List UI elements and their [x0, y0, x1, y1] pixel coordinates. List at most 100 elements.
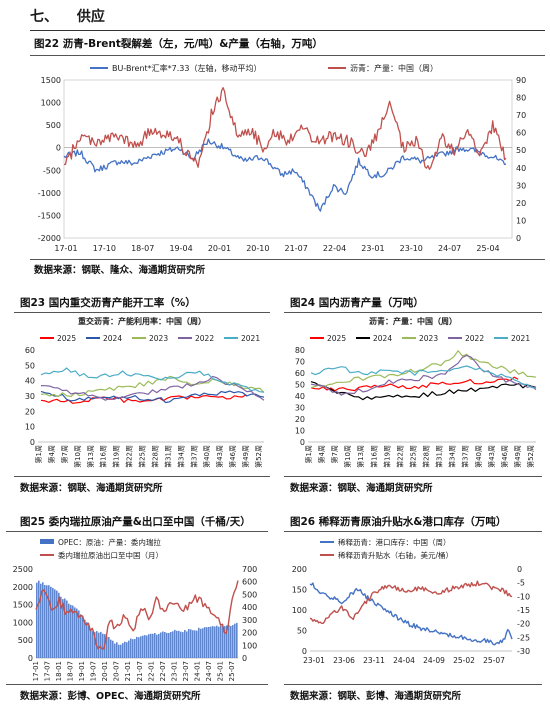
opec-production-bar — [80, 614, 82, 658]
figure-22-source: 数据来源：钢联、隆众、海通期货研究所 — [34, 265, 206, 276]
figure-22-chart: 150010005000-500-1000-1500-2000908070605… — [38, 63, 526, 253]
fig23-x-axis-tick-label: 第19周 — [112, 445, 121, 468]
fig24-legend-2021: 2021 — [511, 334, 530, 343]
series-port-inventory-line — [309, 582, 513, 646]
fig23-x-axis-tick-label: 第49周 — [241, 445, 250, 468]
fig22-right-axis-tick-label: 80 — [516, 94, 526, 103]
opec-production-bar — [36, 582, 38, 658]
figure-25-title: 图25 委内瑞拉原油产量&出口至中国（千桶/天） — [20, 516, 251, 528]
opec-production-bar — [124, 641, 126, 658]
opec-production-bar — [126, 642, 128, 658]
opec-production-bar — [162, 631, 164, 658]
fig22-right-axis-tick-label: 90 — [516, 76, 526, 85]
opec-production-bar — [184, 630, 186, 658]
fig23-x-axis-tick-label: 第52周 — [254, 445, 263, 468]
plot-frame — [63, 79, 513, 239]
fig23-y-axis-tick-label: 0 — [30, 438, 35, 447]
opec-production-bar — [214, 626, 216, 658]
opec-production-bar — [102, 633, 104, 658]
figure-22-top-rule — [30, 55, 545, 56]
section-heading: 七、 供应 — [30, 6, 105, 26]
legend-port-inventory: 稀释沥青：港口库存：中国（周） — [338, 537, 451, 547]
opec-production-bar — [210, 626, 212, 658]
opec-production-bar — [200, 628, 202, 658]
fig23-legend-2021: 2021 — [241, 334, 260, 343]
fig26-x-axis-tick-label: 25-07 — [483, 656, 505, 665]
opec-production-bar — [216, 625, 218, 658]
series-bu-brent-line — [63, 138, 507, 212]
figure-23-source: 数据来源：钢联、海通期货研究所 — [20, 483, 163, 494]
opec-production-bar — [90, 629, 92, 658]
fig23-series-2024-line — [40, 390, 265, 404]
fig24-x-axis-tick-label: 第10周 — [343, 445, 352, 468]
fig24-x-axis-tick-label: 第31周 — [435, 445, 444, 468]
figure-25-top-rule — [6, 531, 268, 532]
series-premium-line — [309, 580, 513, 625]
fig25-left-axis-tick-label: 500 — [18, 636, 33, 645]
figure-24-bottom-rule — [284, 476, 542, 477]
fig25-left-axis-tick-label: 2000 — [13, 583, 33, 592]
figure-24-top-rule — [284, 312, 542, 313]
fig22-right-axis-tick-label: 10 — [516, 216, 526, 225]
fig22-left-axis-tick-label: 500 — [46, 121, 61, 130]
fig22-x-axis-tick-label: 21-07 — [285, 244, 308, 253]
fig24-y-axis-tick-label: 0 — [300, 438, 305, 447]
fig26-right-axis-tick-label: -5 — [517, 579, 525, 588]
fig25-x-axis-tick-label: 18-07 — [67, 661, 75, 681]
fig22-left-axis-tick-label: 0 — [56, 144, 61, 153]
fig25-x-axis-tick-label: 23-01 — [170, 661, 178, 681]
figure-25-chart: OPEC：原油：产量：委内瑞拉委内瑞拉原油出口至中国（月）25002000150… — [13, 537, 258, 681]
opec-production-bar — [98, 632, 100, 658]
opec-production-bar — [172, 631, 174, 658]
fig23-x-axis-tick-label: 第43周 — [215, 445, 224, 468]
opec-production-bar — [224, 626, 226, 658]
fig24-x-axis-tick-label: 第4周 — [317, 445, 326, 463]
opec-production-bar — [76, 608, 78, 658]
fig26-left-axis-tick-label: 150 — [292, 586, 307, 595]
fig22-right-axis-tick-label: 50 — [516, 146, 526, 155]
section-title: 供应 — [76, 9, 105, 25]
fig23-legend-2023: 2023 — [149, 334, 168, 343]
fig23-x-axis-tick-label: 第22周 — [125, 445, 134, 468]
fig23-x-axis-tick-label: 第4周 — [47, 445, 56, 463]
fig25-right-axis-tick-label: 0 — [242, 654, 247, 663]
figure-24-chart: 沥青：产量：中国（周） 2025 2024 2023 2022 2021 80 70 60 50 4… — [295, 316, 537, 468]
opec-production-bar — [62, 599, 64, 658]
fig23-series-2022-line — [40, 375, 265, 401]
fig23-x-axis-tick-label: 第28周 — [150, 445, 159, 468]
opec-production-bar — [118, 644, 120, 658]
fig22-left-axis-tick-label: -2000 — [38, 234, 61, 243]
fig22-x-axis-tick-label: 17-01 — [54, 244, 77, 253]
fig25-right-axis-tick-label: 200 — [242, 629, 257, 638]
fig25-right-axis-tick-label: 100 — [242, 641, 257, 650]
fig24-chart-title: 沥青：产量：中国（周） — [369, 316, 457, 326]
fig22-x-axis-tick-label: 23-10 — [400, 244, 423, 253]
fig24-x-axis-tick-label: 第7周 — [330, 445, 339, 463]
opec-production-bar — [52, 587, 54, 658]
opec-production-bar — [38, 580, 40, 658]
fig24-x-axis-tick-label: 第1周 — [304, 445, 313, 463]
opec-production-bar — [186, 631, 188, 658]
fig24-legend-2023: 2023 — [419, 334, 438, 343]
opec-production-bar — [110, 639, 112, 658]
fig24-series-2025-line — [310, 376, 519, 392]
fig26-left-axis-tick-label: 100 — [292, 606, 307, 615]
fig24-series-2023-line — [310, 350, 537, 389]
fig23-y-axis-tick-label: 10 — [25, 423, 35, 432]
fig26-x-axis-tick-label: 24-04 — [393, 656, 415, 665]
opec-production-bar — [140, 636, 142, 658]
figure-22-bottom-rule — [30, 259, 545, 260]
fig25-x-axis-tick-label: 24-07 — [205, 661, 213, 681]
fig26-left-axis-tick-label: 200 — [292, 565, 307, 574]
opec-production-bar — [148, 634, 150, 658]
legend-export-china: 委内瑞拉原油出口至中国（月） — [58, 550, 163, 560]
fig25-x-axis-tick-label: 23-07 — [182, 661, 190, 681]
fig24-x-axis-tick-label: 第25周 — [408, 445, 417, 468]
opec-production-bar — [182, 632, 184, 658]
fig24-x-axis-tick-label: 第46周 — [500, 445, 509, 468]
fig23-y-axis-tick-label: 20 — [25, 407, 35, 416]
figure-24-title: 图24 国内沥青产量（万吨） — [290, 297, 424, 309]
opec-production-bar — [236, 622, 238, 658]
fig22-x-axis-tick-label: 25-04 — [476, 244, 499, 253]
opec-production-bar — [116, 642, 118, 658]
